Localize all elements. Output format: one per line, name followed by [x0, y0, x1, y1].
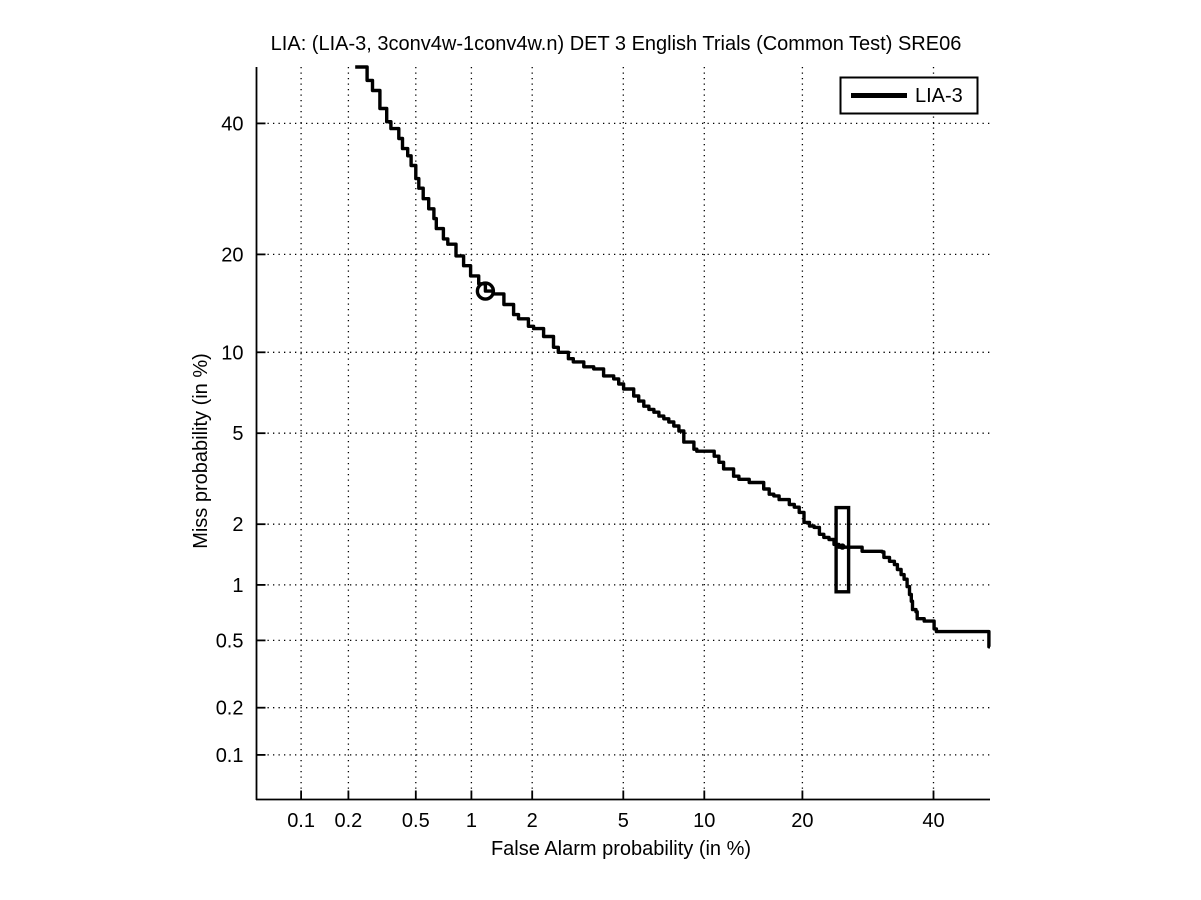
x-tick-label-0.5: 0.5	[402, 810, 430, 832]
legend: LIA-3	[839, 76, 979, 115]
det-curve-lia3	[355, 65, 991, 649]
x-tick-label-40: 40	[922, 810, 944, 832]
y-tick-marks	[256, 122, 266, 756]
x-tick-label-5: 5	[618, 810, 629, 832]
y-tick-label-0.5: 0.5	[216, 630, 244, 652]
min-dcf-point-marker	[475, 281, 496, 301]
x-tick-label-0.1: 0.1	[287, 810, 315, 832]
y-tick-label-2: 2	[232, 514, 243, 536]
y-tick-label-0.1: 0.1	[216, 745, 244, 767]
dcf-markers	[475, 281, 851, 594]
y-tick-label-20: 20	[221, 244, 243, 266]
y-tick-label-40: 40	[221, 113, 243, 135]
x-tick-label-10: 10	[693, 810, 715, 832]
x-axis-label: False Alarm probability (in %)	[491, 838, 751, 860]
x-tick-label-2: 2	[527, 810, 538, 832]
y-tick-label-0.2: 0.2	[216, 698, 244, 720]
legend-entry-label: LIA-3	[915, 85, 963, 107]
x-tick-labels: 0.1 0.2 0.5 1 2 5 10 20 40	[287, 810, 944, 832]
y-axis-label: Miss probability (in %)	[190, 353, 212, 549]
y-tick-label-10: 10	[221, 342, 243, 364]
act-dcf-point-marker	[839, 543, 846, 550]
x-tick-label-0.2: 0.2	[334, 810, 362, 832]
chart-title: LIA: (LIA-3, 3conv4w-1conv4w.n) DET 3 En…	[271, 33, 962, 55]
act-dcf-box-marker	[834, 505, 851, 594]
y-tick-labels: 0.1 0.2 0.5 1 2 5 10 20 40	[216, 113, 244, 767]
x-gridlines	[300, 67, 935, 800]
x-tick-marks	[300, 790, 935, 800]
y-gridlines	[256, 122, 990, 756]
x-tick-label-1: 1	[466, 810, 477, 832]
x-tick-label-20: 20	[791, 810, 813, 832]
y-tick-label-1: 1	[232, 575, 243, 597]
y-tick-label-5: 5	[232, 423, 243, 445]
